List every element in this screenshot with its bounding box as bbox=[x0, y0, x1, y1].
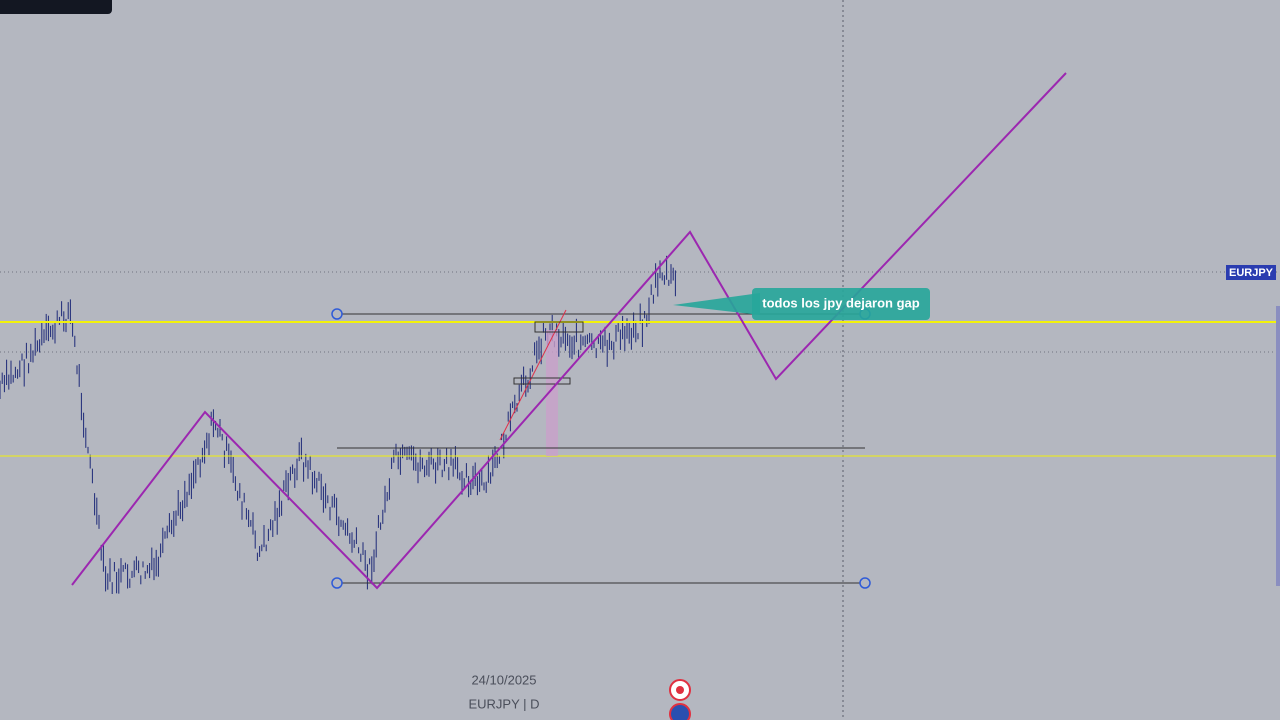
callout-pointer bbox=[673, 293, 760, 315]
callout-text: todos los jpy dejaron gap bbox=[762, 295, 920, 310]
symbol-tag-text: EURJPY bbox=[1229, 267, 1274, 279]
event-icon[interactable] bbox=[669, 703, 691, 720]
handle[interactable] bbox=[331, 308, 343, 320]
volume-box bbox=[546, 330, 558, 456]
box bbox=[534, 321, 584, 333]
side-strip bbox=[1276, 306, 1280, 586]
toolbar[interactable] bbox=[0, 0, 112, 14]
handle[interactable] bbox=[859, 577, 871, 589]
symbol-interval: EURJPY | D bbox=[468, 696, 539, 711]
date-label: 24/10/2025 bbox=[471, 672, 536, 687]
zigzag-projection bbox=[71, 72, 1067, 590]
event-icon-dot bbox=[676, 686, 684, 694]
symbol-tag bbox=[1226, 265, 1276, 280]
handle[interactable] bbox=[331, 577, 343, 589]
callout[interactable] bbox=[752, 288, 930, 320]
box bbox=[513, 377, 571, 385]
